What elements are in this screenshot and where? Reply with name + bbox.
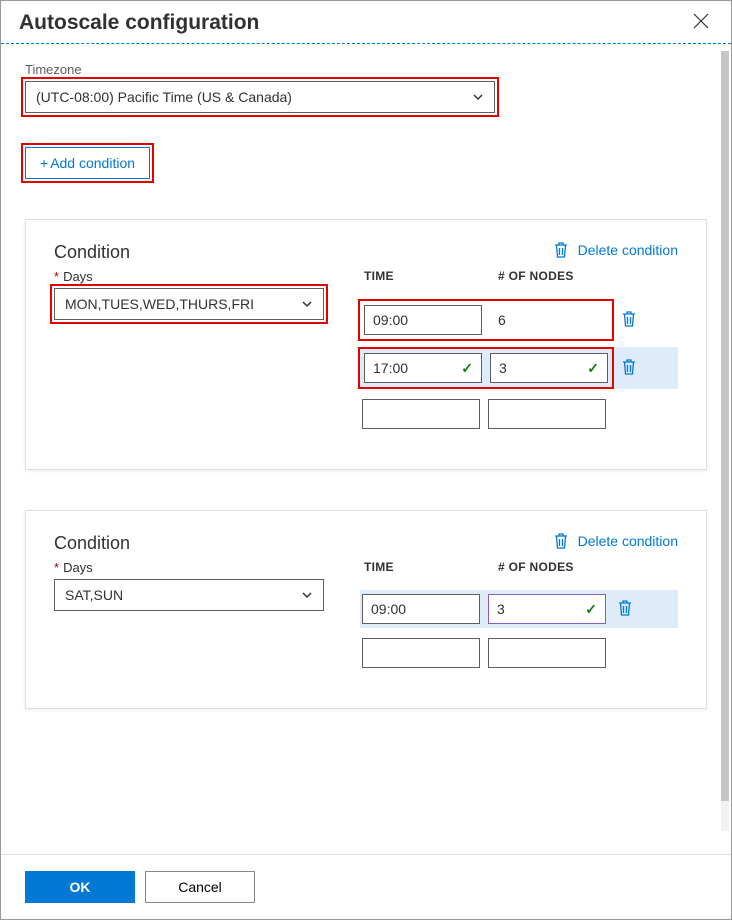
days-value: MON,TUES,WED,THURS,FRI xyxy=(65,296,254,312)
scrollbar-thumb[interactable] xyxy=(721,51,729,801)
days-dropdown[interactable]: SAT,SUN xyxy=(54,579,324,611)
content-area: Timezone (UTC-08:00) Pacific Time (US & … xyxy=(1,44,731,831)
close-icon xyxy=(693,13,709,29)
trash-icon xyxy=(554,533,568,549)
days-label: *Days xyxy=(54,560,324,575)
time-input[interactable] xyxy=(362,399,480,429)
ok-button[interactable]: OK xyxy=(25,871,135,903)
schedule-headers: TIME # OF NODES xyxy=(360,560,678,574)
timezone-dropdown[interactable]: (UTC-08:00) Pacific Time (US & Canada) xyxy=(25,81,495,113)
time-input[interactable]: 09:00 xyxy=(362,594,480,624)
nodes-input[interactable] xyxy=(488,399,606,429)
nodes-input[interactable]: 3 ✓ xyxy=(490,353,608,383)
time-input[interactable]: 17:00 ✓ xyxy=(364,353,482,383)
trash-icon xyxy=(622,359,636,375)
time-input[interactable]: 09:00 xyxy=(364,305,482,335)
days-label: *Days xyxy=(54,269,324,284)
timezone-label: Timezone xyxy=(25,62,707,77)
cancel-button[interactable]: Cancel xyxy=(145,871,255,903)
condition-title: Condition xyxy=(54,242,130,263)
days-dropdown[interactable]: MON,TUES,WED,THURS,FRI xyxy=(54,288,324,320)
delete-condition-button[interactable]: Delete condition xyxy=(554,242,678,258)
page-title: Autoscale configuration xyxy=(19,11,259,35)
check-icon: ✓ xyxy=(587,360,599,377)
check-icon: ✓ xyxy=(585,601,597,618)
schedule-headers: TIME # OF NODES xyxy=(360,269,678,283)
add-condition-button[interactable]: +Add condition xyxy=(25,147,150,179)
schedule-row-empty xyxy=(360,634,678,672)
condition-card: Condition Delete condition *Days SAT,SUN… xyxy=(25,510,707,709)
chevron-down-icon xyxy=(301,298,313,310)
nodes-input[interactable]: 3 ✓ xyxy=(488,594,606,624)
timezone-value: (UTC-08:00) Pacific Time (US & Canada) xyxy=(36,89,292,105)
delete-condition-label: Delete condition xyxy=(578,242,678,258)
check-icon: ✓ xyxy=(461,360,473,377)
panel-header: Autoscale configuration xyxy=(1,1,731,44)
nodes-value[interactable]: 6 xyxy=(490,305,608,335)
trash-icon xyxy=(618,600,632,616)
condition-card: Condition Delete condition *Days MON,TUE… xyxy=(25,219,707,470)
add-condition-label: Add condition xyxy=(50,155,135,171)
delete-row-button[interactable] xyxy=(618,311,640,330)
condition-title: Condition xyxy=(54,533,130,554)
timezone-field: Timezone (UTC-08:00) Pacific Time (US & … xyxy=(25,62,707,113)
schedule-row-empty xyxy=(360,395,678,433)
delete-condition-button[interactable]: Delete condition xyxy=(554,533,678,549)
delete-row-button[interactable] xyxy=(618,359,640,378)
scrollbar[interactable] xyxy=(721,51,729,831)
days-value: SAT,SUN xyxy=(65,587,123,603)
chevron-down-icon xyxy=(301,589,313,601)
nodes-header: # OF NODES xyxy=(498,269,616,283)
nodes-header: # OF NODES xyxy=(498,560,616,574)
trash-icon xyxy=(622,311,636,327)
time-header: TIME xyxy=(364,269,482,283)
time-input[interactable] xyxy=(362,638,480,668)
time-header: TIME xyxy=(364,560,482,574)
nodes-input[interactable] xyxy=(488,638,606,668)
chevron-down-icon xyxy=(472,91,484,103)
schedule-row: 09:00 3 ✓ xyxy=(360,590,678,628)
plus-icon: + xyxy=(40,155,48,171)
required-indicator: * xyxy=(54,269,59,284)
required-indicator: * xyxy=(54,560,59,575)
delete-row-button[interactable] xyxy=(614,600,636,619)
trash-icon xyxy=(554,242,568,258)
footer: OK Cancel xyxy=(1,854,731,919)
schedule-row: 17:00 ✓ 3 ✓ xyxy=(360,347,678,389)
delete-condition-label: Delete condition xyxy=(578,533,678,549)
schedule-row: 09:00 6 xyxy=(360,299,678,341)
close-button[interactable] xyxy=(689,12,713,35)
